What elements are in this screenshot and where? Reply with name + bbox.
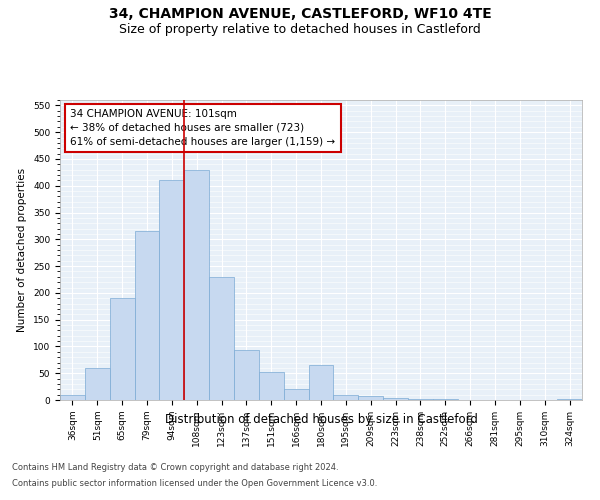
Bar <box>259 372 284 400</box>
Bar <box>334 394 358 400</box>
Bar <box>85 368 110 400</box>
Bar <box>383 398 408 400</box>
Bar <box>209 277 234 400</box>
Text: 34 CHAMPION AVENUE: 101sqm
← 38% of detached houses are smaller (723)
61% of sem: 34 CHAMPION AVENUE: 101sqm ← 38% of deta… <box>70 109 335 147</box>
Text: Size of property relative to detached houses in Castleford: Size of property relative to detached ho… <box>119 22 481 36</box>
Bar <box>160 180 184 400</box>
Bar <box>234 350 259 400</box>
Text: Contains public sector information licensed under the Open Government Licence v3: Contains public sector information licen… <box>12 478 377 488</box>
Bar <box>110 298 134 400</box>
Bar <box>184 170 209 400</box>
Bar <box>284 390 308 400</box>
Text: Distribution of detached houses by size in Castleford: Distribution of detached houses by size … <box>164 412 478 426</box>
Bar <box>134 231 160 400</box>
Text: 34, CHAMPION AVENUE, CASTLEFORD, WF10 4TE: 34, CHAMPION AVENUE, CASTLEFORD, WF10 4T… <box>109 8 491 22</box>
Text: Contains HM Land Registry data © Crown copyright and database right 2024.: Contains HM Land Registry data © Crown c… <box>12 464 338 472</box>
Bar <box>358 396 383 400</box>
Y-axis label: Number of detached properties: Number of detached properties <box>17 168 28 332</box>
Bar <box>60 394 85 400</box>
Bar <box>308 365 334 400</box>
